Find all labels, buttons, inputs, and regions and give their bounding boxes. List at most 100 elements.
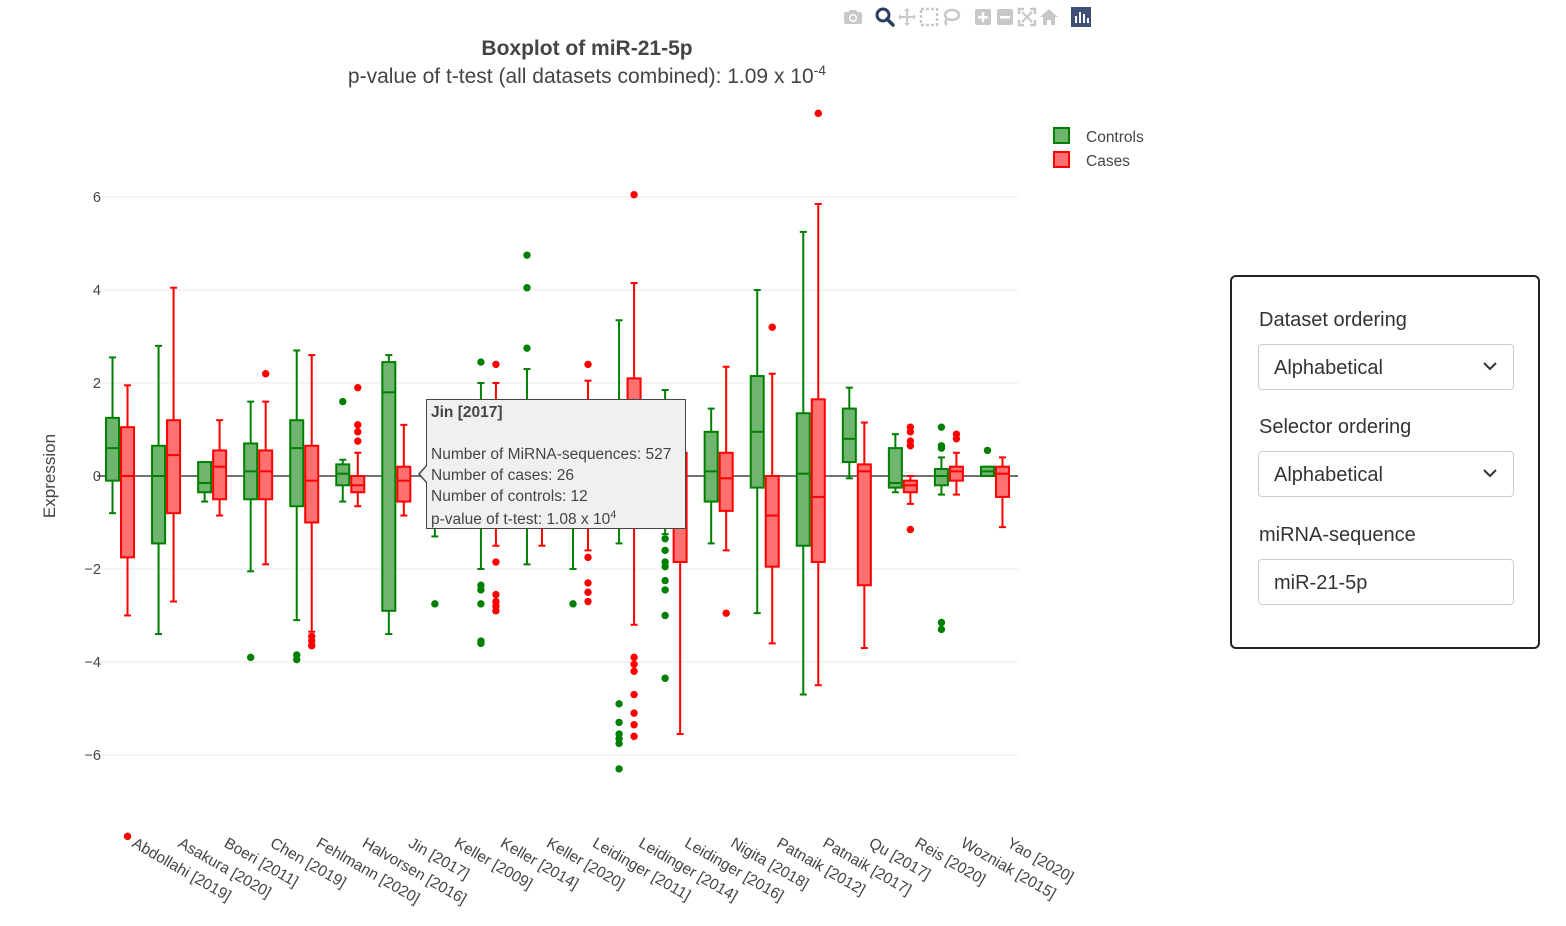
outlier-point xyxy=(523,251,531,259)
box-body xyxy=(810,398,826,564)
outlier-point xyxy=(492,590,500,599)
tooltip-mirna-count: Number of MiRNA-sequences: 527 xyxy=(431,446,672,463)
outlier-point xyxy=(584,360,592,369)
outlier-point xyxy=(661,576,669,585)
lasso-icon[interactable] xyxy=(940,6,962,28)
legend-item-controls[interactable]: Controls xyxy=(1053,127,1144,146)
box-body xyxy=(795,412,811,547)
plotly-logo-icon[interactable] xyxy=(1070,6,1092,28)
dataset-ordering-value: Alphabetical xyxy=(1274,357,1383,379)
outlier-point xyxy=(339,397,347,406)
outlier-point xyxy=(661,562,669,571)
reset-axes-icon[interactable] xyxy=(1038,6,1060,28)
box-controls xyxy=(151,344,167,636)
box-controls xyxy=(289,349,305,664)
outlier-point xyxy=(492,607,500,615)
mirna-sequence-input[interactable]: miR-21-5p xyxy=(1258,559,1514,605)
box-cases xyxy=(994,456,1010,529)
y-tick-labels: 6 4 2 0 −2 −4 −6 xyxy=(84,190,101,764)
box-body xyxy=(197,461,213,494)
y-tick-label: −4 xyxy=(84,655,101,671)
outlier-point xyxy=(630,660,638,668)
outlier-point xyxy=(492,360,500,369)
box-controls xyxy=(611,319,627,773)
autoscale-icon[interactable] xyxy=(1016,6,1038,28)
selector-ordering-label: Selector ordering xyxy=(1259,416,1412,438)
box-body xyxy=(166,419,182,515)
outlier-point xyxy=(630,191,638,199)
outlier-point xyxy=(523,344,531,352)
box-controls xyxy=(841,386,857,480)
camera-icon[interactable] xyxy=(842,6,864,28)
outlier-point xyxy=(354,428,362,436)
box-body xyxy=(856,463,872,587)
outlier-point xyxy=(630,653,638,662)
outlier-point xyxy=(722,609,730,617)
outlier-point xyxy=(431,600,439,608)
box-body xyxy=(887,447,903,489)
box-cases xyxy=(902,423,918,534)
outlier-point xyxy=(477,639,485,648)
y-tick-label: −2 xyxy=(84,562,101,578)
box-controls xyxy=(887,433,903,494)
box-cases xyxy=(350,383,366,508)
zoom-out-icon[interactable] xyxy=(994,6,1016,28)
legend-label-cases: Cases xyxy=(1086,153,1130,170)
box-body xyxy=(764,475,780,568)
outlier-point xyxy=(261,370,270,378)
box-controls xyxy=(381,354,397,636)
chevron-down-icon xyxy=(1483,469,1497,478)
box-cases xyxy=(120,384,136,841)
outlier-point xyxy=(814,109,822,118)
outlier-point xyxy=(937,444,946,452)
outlier-point xyxy=(584,553,592,562)
outlier-point xyxy=(983,446,992,455)
y-tick-label: 6 xyxy=(93,190,101,206)
box-cases xyxy=(396,423,412,517)
outlier-point xyxy=(523,284,531,292)
chart-subtitle: p-value of t-test (all datasets combined… xyxy=(348,62,826,88)
outlier-point xyxy=(630,690,638,699)
outlier-point xyxy=(492,558,500,566)
tooltip-arrow-inner xyxy=(420,466,427,482)
zoom-icon[interactable] xyxy=(874,6,896,28)
outlier-point xyxy=(569,600,577,608)
tooltip-pvalue: p-value of t-test: 1.08 x 104 xyxy=(431,509,617,529)
outlier-point xyxy=(477,600,485,608)
tooltip-title: Jin [2017] xyxy=(431,404,503,421)
outlier-point xyxy=(937,625,946,634)
box-body xyxy=(718,451,734,512)
box-controls xyxy=(197,461,213,503)
pan-icon[interactable] xyxy=(896,6,918,28)
box-body xyxy=(304,444,320,524)
tooltip-cases-count: Number of cases: 26 xyxy=(431,467,575,484)
box-select-icon[interactable] xyxy=(918,6,940,28)
box-controls xyxy=(335,397,351,503)
modebar xyxy=(842,6,1092,28)
outlier-point xyxy=(584,597,592,606)
outlier-point xyxy=(477,358,485,366)
outlier-point xyxy=(630,667,638,675)
dataset-ordering-select[interactable]: Alphabetical xyxy=(1258,344,1514,390)
outlier-point xyxy=(661,611,669,620)
outlier-point xyxy=(906,428,915,436)
box-cases xyxy=(764,323,780,645)
box-controls xyxy=(105,356,121,515)
x-tick-labels: Abdollahi [2019]Asakura [2020]Boeri [201… xyxy=(129,835,1076,908)
box-controls xyxy=(933,423,949,634)
selector-ordering-select[interactable]: Alphabetical xyxy=(1258,451,1514,497)
outlier-point xyxy=(615,718,623,727)
selector-ordering-value: Alphabetical xyxy=(1274,464,1383,486)
box-cases xyxy=(856,421,872,650)
zoom-in-icon[interactable] xyxy=(972,6,994,28)
y-tick-label: −6 xyxy=(84,748,101,764)
outlier-point xyxy=(661,546,669,555)
outlier-point xyxy=(354,383,362,392)
outlier-point xyxy=(308,642,316,650)
box-body xyxy=(841,407,857,464)
box-body xyxy=(994,465,1010,498)
box-body xyxy=(120,426,136,559)
legend-swatch-controls xyxy=(1053,127,1070,144)
legend: Controls Cases xyxy=(1053,127,1144,170)
legend-item-cases[interactable]: Cases xyxy=(1053,151,1130,170)
